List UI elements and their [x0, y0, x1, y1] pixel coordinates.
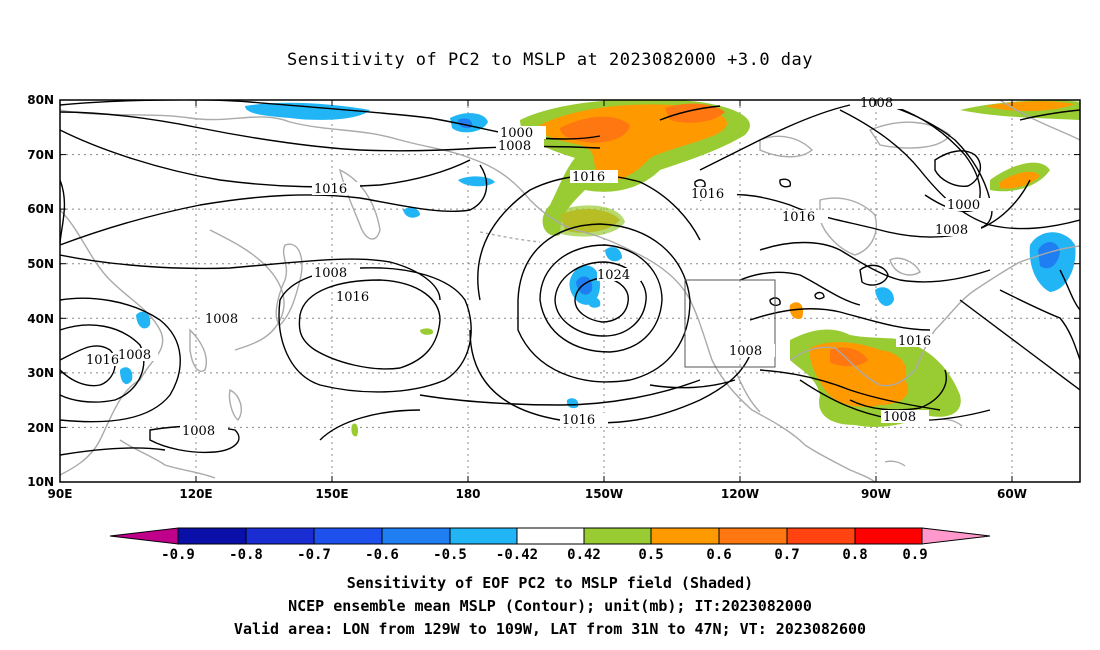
- colorbar: -0.9 -0.8 -0.7 -0.6 -0.5 -0.42 0.42 0.5 …: [109, 527, 991, 563]
- colorbar-label: 0.5: [638, 547, 663, 563]
- colorbar-label: -0.9: [161, 547, 195, 563]
- colorbar-label: 0.8: [842, 547, 867, 563]
- colorbar-swatch: [650, 527, 720, 545]
- contour-label: 1008: [935, 223, 968, 238]
- lat-label: 10N: [27, 475, 54, 489]
- contour-labels: 1000 1008 1016 1016 1008 1016 1008 1016 …: [85, 96, 993, 439]
- lat-label: 30N: [27, 366, 54, 380]
- colorbar-label: -0.7: [297, 547, 331, 563]
- contour-label: 1016: [86, 353, 119, 368]
- map-title: Sensitivity of PC2 to MSLP at 2023082000…: [286, 50, 813, 70]
- lon-label: 150E: [315, 487, 348, 501]
- contour-label: 1016: [336, 290, 369, 305]
- colorbar-label: -0.6: [365, 547, 399, 563]
- colorbar-low-triangle: [109, 527, 179, 545]
- positive-sensitivity-shading: [351, 100, 1080, 437]
- contour-label: 1008: [182, 424, 215, 439]
- colorbar-swatch: [718, 527, 788, 545]
- valid-area-box: [684, 279, 776, 368]
- lat-label: 70N: [27, 148, 54, 162]
- lat-label: 40N: [27, 312, 54, 326]
- colorbar-swatch: [854, 527, 923, 545]
- contour-label: 1008: [498, 139, 531, 154]
- contour-label: 1008: [118, 348, 151, 363]
- lon-label: 120W: [721, 487, 759, 501]
- contour-label: 1016: [691, 187, 724, 202]
- lon-label: 180: [455, 487, 480, 501]
- colorbar-label: 0.9: [902, 547, 927, 563]
- contour-label: 1016: [898, 334, 931, 349]
- lat-label: 50N: [27, 257, 54, 271]
- contour-label: 1016: [562, 413, 595, 428]
- caption-line-3: Valid area: LON from 129W to 109W, LAT f…: [233, 620, 867, 638]
- colorbar-swatch: [313, 527, 383, 545]
- colorbar-label: -0.42: [496, 547, 538, 563]
- contour-label: 1008: [729, 344, 762, 359]
- colorbar-swatch: [245, 527, 315, 545]
- lat-label: 20N: [27, 421, 54, 435]
- contour-label: 1008: [883, 410, 916, 425]
- contour-label: 1008: [314, 266, 347, 281]
- contour-label: 1008: [860, 96, 893, 111]
- caption-line-2: NCEP ensemble mean MSLP (Contour); unit(…: [288, 597, 812, 615]
- lon-label: 90W: [861, 487, 891, 501]
- contour-label: 1024: [597, 268, 630, 283]
- colorbar-swatch: [177, 527, 247, 545]
- contour-label: 1016: [572, 170, 605, 185]
- colorbar-label: 0.6: [706, 547, 731, 563]
- contour-label: 1008: [205, 312, 238, 327]
- tick-marks: [60, 99, 1080, 482]
- lon-label: 60W: [997, 487, 1027, 501]
- colorbar-label: -0.8: [229, 547, 263, 563]
- lon-label: 90E: [48, 487, 73, 501]
- lat-label: 80N: [27, 93, 54, 107]
- map-border: [59, 99, 1081, 483]
- longitude-labels: 90E 120E 150E 180 150W 120W 90W 60W: [48, 487, 1027, 501]
- colorbar-swatch: [381, 527, 451, 545]
- colorbar-label: 0.7: [774, 547, 799, 563]
- lon-label: 120E: [179, 487, 212, 501]
- colorbar-swatch: [449, 527, 518, 545]
- lat-label: 60N: [27, 202, 54, 216]
- lon-label: 150W: [585, 487, 623, 501]
- contour-label: 1000: [947, 198, 980, 213]
- colorbar-swatch: [583, 527, 652, 545]
- contour-label: 1016: [314, 182, 347, 197]
- colorbar-high-triangle: [921, 527, 991, 545]
- mslp-contours: [60, 100, 1080, 456]
- contour-label: 1000: [500, 126, 533, 141]
- colorbar-label: 0.42: [567, 547, 601, 563]
- colorbar-label: -0.5: [433, 547, 467, 563]
- colorbar-swatch: [516, 527, 585, 545]
- colorbar-swatch: [786, 527, 856, 545]
- latitude-labels: 80N 70N 60N 50N 40N 30N 20N 10N: [27, 93, 54, 489]
- caption-line-1: Sensitivity of EOF PC2 to MSLP field (Sh…: [346, 574, 754, 592]
- contour-label: 1016: [782, 210, 815, 225]
